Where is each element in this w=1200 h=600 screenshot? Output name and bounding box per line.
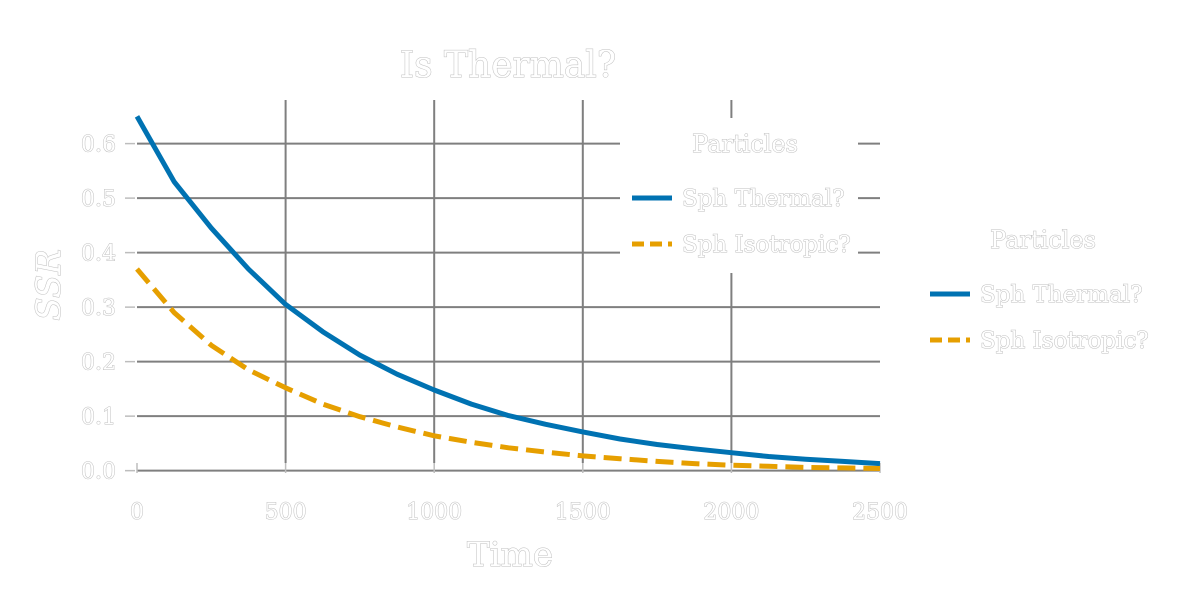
series-line-sph-isotropic [135, 267, 881, 471]
x-tick-label: 2500 [852, 500, 908, 525]
x-tick-label: 1000 [406, 500, 462, 525]
x-tick-label: 500 [265, 500, 307, 525]
legend-entry-label: Sph Thermal? [682, 186, 845, 212]
y-axis-ticks: 0.0 0.1 0.2 0.3 0.4 0.5 0.6 [81, 132, 135, 485]
y-tick-label: 0.5 [81, 187, 116, 212]
y-tick-label: 0.3 [81, 296, 116, 321]
y-tick-label: 0.0 [81, 460, 116, 485]
y-tick-label: 0.2 [81, 351, 116, 376]
legend-outside: Particles Sph Thermal? Sph Isotropic? [930, 226, 1149, 355]
y-axis-label: SSR [29, 249, 69, 321]
chart-title: Is Thermal? [400, 45, 616, 86]
legend-entry-label: Sph Thermal? [980, 282, 1143, 308]
y-tick-label: 0.4 [81, 242, 116, 267]
x-tick-label: 1500 [555, 500, 611, 525]
series-lines [134, 115, 881, 471]
y-tick-label: 0.6 [81, 133, 116, 158]
legend-entry-label: Sph Isotropic? [682, 232, 851, 258]
x-axis-label: Time [467, 535, 553, 575]
x-tick-label: 0 [130, 500, 144, 525]
legend-inside: Particles Sph Thermal? Sph Isotropic? [620, 118, 858, 273]
x-axis-ticks: 0 500 1000 1500 2000 2500 [130, 463, 909, 526]
legend-entry-label: Sph Isotropic? [980, 328, 1149, 354]
series-line-sph-thermal [134, 115, 881, 467]
y-tick-label: 0.1 [81, 405, 116, 430]
legend-title: Particles [692, 130, 798, 158]
x-tick-label: 2000 [703, 500, 759, 525]
legend-title: Particles [990, 226, 1096, 254]
